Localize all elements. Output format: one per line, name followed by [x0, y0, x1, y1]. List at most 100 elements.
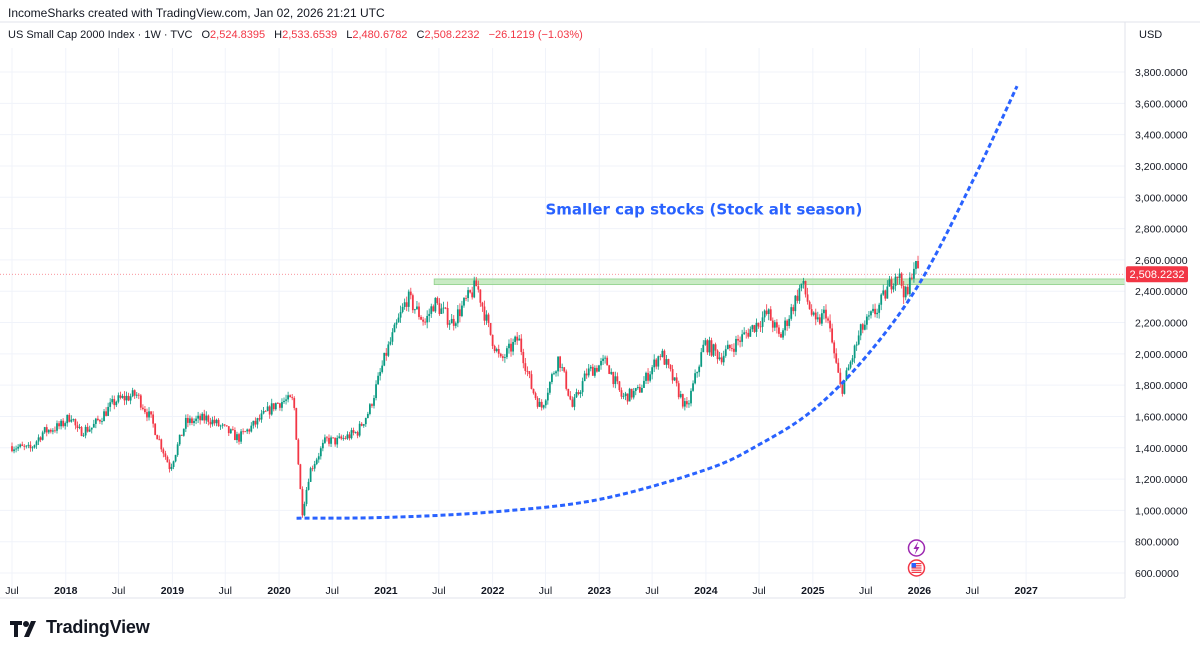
candle-body [111, 399, 114, 403]
price-axis[interactable]: 600.0000 800.0000 1,000.0000 1,200.0000 1,40… [1124, 22, 1188, 598]
candle [289, 394, 292, 398]
candle-body [831, 328, 834, 343]
candle-body [160, 439, 163, 450]
candle-body [628, 388, 631, 402]
annotation-text[interactable]: Smaller cap stocks (Stock alt season) [546, 200, 863, 218]
candle-body [508, 343, 510, 349]
time-axis[interactable]: Jul 2018 Jul 2019 Jul 2020 Jul 2021 Jul 2022 Jul 20… [5, 585, 1038, 597]
candle [906, 284, 909, 296]
candle-body [64, 423, 67, 427]
candle-body [299, 464, 302, 490]
candle [651, 365, 654, 380]
candle-body [655, 359, 658, 367]
candle [690, 388, 692, 407]
candle [514, 335, 517, 345]
candle [397, 313, 400, 323]
candle [416, 301, 418, 310]
candle-body [614, 376, 617, 385]
candle-body [321, 442, 324, 449]
candle [248, 428, 251, 435]
flag-us-icon[interactable] [907, 559, 926, 577]
candle [747, 328, 750, 339]
candle-body [242, 431, 245, 433]
candle-body [735, 338, 737, 352]
candle-body [675, 377, 678, 384]
candle-body [422, 319, 424, 322]
candle-body [371, 404, 373, 406]
candle-body [542, 405, 545, 408]
candle-body [743, 332, 746, 335]
candle [348, 431, 351, 441]
candle [780, 331, 782, 338]
candle-body [548, 382, 551, 393]
candle [510, 338, 512, 357]
candle [409, 287, 412, 300]
candle [761, 311, 764, 333]
candle-body [221, 424, 224, 426]
candle [767, 308, 770, 321]
candle [675, 373, 678, 387]
candle [213, 415, 216, 426]
candle-body [882, 290, 885, 295]
candle-body [191, 418, 193, 424]
candle [121, 393, 124, 399]
lightning-icon[interactable] [907, 539, 926, 557]
candle [573, 393, 576, 411]
candle [855, 341, 858, 351]
candle-body [892, 286, 895, 290]
candle-body [906, 286, 909, 295]
candle-body [375, 384, 377, 399]
tradingview-logo[interactable]: TradingView [10, 617, 150, 638]
candle [86, 423, 89, 433]
symbol-name[interactable]: US Small Cap 2000 Index · 1W · TVC [8, 29, 193, 41]
symbol-legend[interactable]: US Small Cap 2000 Index · 1W · TVC O2,52… [8, 29, 583, 41]
candle [577, 389, 580, 396]
candle [148, 407, 150, 421]
candle [745, 329, 748, 339]
candle-body [217, 419, 220, 427]
candle-body [720, 357, 723, 363]
candle-body [598, 365, 600, 372]
candle [358, 420, 361, 438]
candle-body [164, 453, 167, 457]
candle [518, 334, 521, 341]
currency-label[interactable]: USD [1139, 29, 1163, 41]
candle-body [878, 304, 881, 313]
candle [66, 414, 69, 427]
candle-body [313, 464, 316, 469]
candle-body [841, 384, 844, 394]
candle-body [395, 322, 398, 325]
candle-body [567, 388, 570, 396]
projection-curve [296, 85, 1019, 520]
candle [900, 272, 903, 289]
candle [180, 434, 183, 436]
candle-body [397, 317, 400, 323]
candle [260, 409, 263, 423]
candle-body [219, 425, 222, 427]
candle-body [405, 302, 408, 307]
candle-body [80, 427, 83, 436]
candle-body [238, 434, 240, 442]
candle-body [596, 367, 598, 372]
candle [878, 302, 881, 319]
candle-body [250, 425, 253, 432]
candle [11, 442, 13, 453]
candle-body [503, 357, 506, 358]
close-label: C [416, 29, 425, 41]
candle-body [207, 415, 210, 422]
candle-body [231, 429, 234, 431]
candle-body [211, 419, 214, 425]
candle-body [360, 423, 363, 426]
candle [266, 401, 269, 412]
candle [436, 296, 439, 305]
candle [164, 450, 167, 460]
candle [60, 418, 62, 430]
candle-body [223, 424, 226, 426]
candle-body [199, 415, 202, 421]
candle [158, 435, 161, 441]
candle [769, 306, 772, 321]
candle-body [272, 403, 275, 410]
candle-body [591, 366, 594, 376]
candle-body [917, 261, 919, 269]
